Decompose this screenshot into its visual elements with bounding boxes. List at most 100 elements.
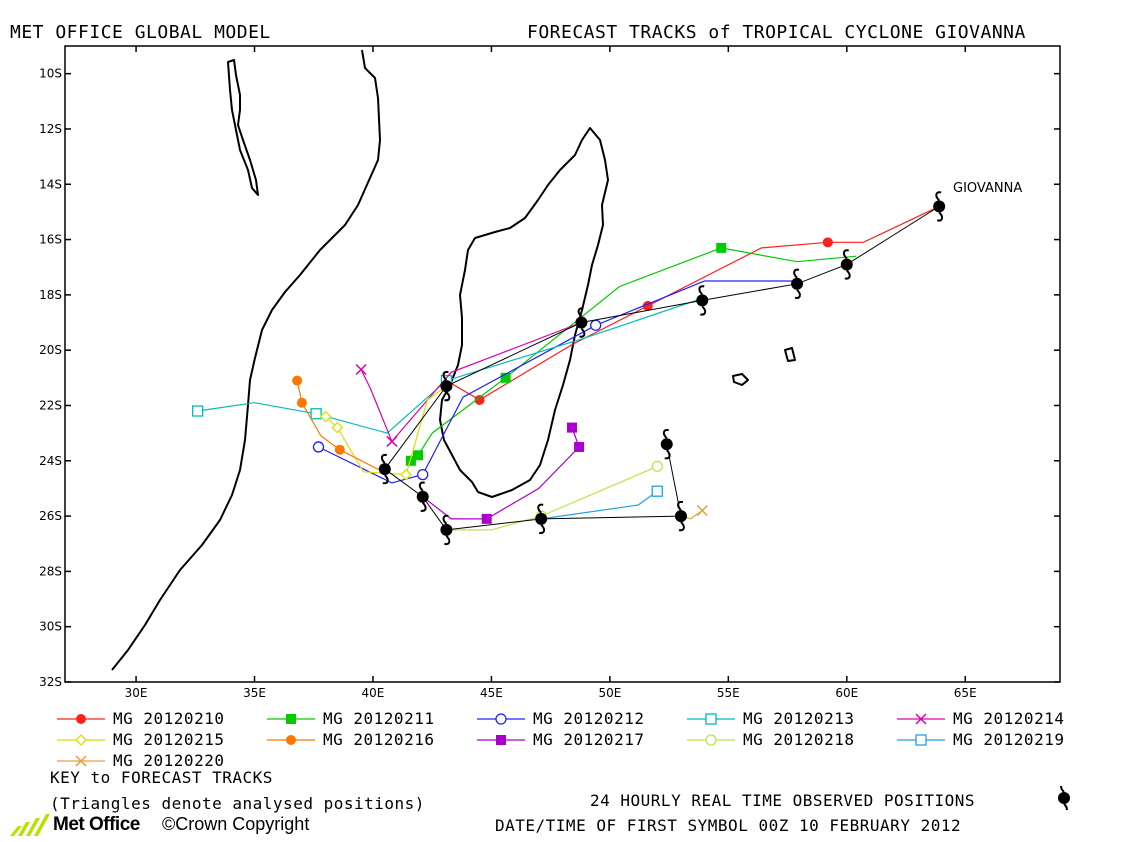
lat-tick-label: 18S: [39, 288, 62, 302]
track-line: [410, 247, 857, 462]
track-marker-open-square: [915, 734, 927, 746]
reunion-island: [732, 373, 749, 386]
track-marker-open-circle: [495, 713, 507, 725]
legend-item: MG 20120210: [55, 708, 260, 730]
forecast-tracks: [192, 205, 940, 531]
observed-track-tail: [446, 444, 682, 531]
legend-label: MG 20120218: [743, 730, 855, 749]
track-marker-diamond: [75, 734, 87, 746]
track-marker-square: [716, 242, 727, 253]
lat-tick-label: 22S: [39, 398, 62, 412]
header-left-title: MET OFFICE GLOBAL MODEL: [10, 22, 271, 43]
legend-symbol: [687, 713, 735, 725]
cyclone-symbol: [378, 453, 391, 485]
observed-positions: [378, 191, 946, 546]
legend-item: MG 20120218: [685, 729, 890, 751]
lon-tick-label: 35E: [243, 686, 266, 700]
cyclone-symbol: [791, 268, 804, 299]
observed-position-symbol: [1058, 786, 1070, 810]
track-marker-square: [566, 422, 577, 433]
track-marker-diamond: [400, 468, 413, 481]
track-marker-square: [405, 455, 416, 466]
legend-symbol: [57, 734, 105, 746]
legend-item: MG 20120216: [265, 729, 470, 751]
lon-tick-label: 45E: [480, 686, 503, 700]
track-marker-circle: [76, 714, 86, 724]
track-marker-square: [286, 714, 296, 724]
lat-tick-label: 26S: [39, 509, 62, 523]
track-marker-open-circle: [590, 319, 602, 331]
cyclone-symbol: [575, 307, 588, 338]
track-line: [422, 427, 580, 520]
legend-item: MG 20120219: [895, 729, 1100, 751]
legend-item: MG 20120215: [55, 729, 260, 751]
legend-item: MG 20120212: [475, 708, 680, 730]
track-marker-x: [696, 505, 708, 517]
africa-coastline: [111, 49, 381, 671]
track-marker-square: [574, 441, 585, 452]
track-line: [296, 380, 385, 470]
track-marker-open-circle: [651, 460, 663, 472]
cyclone-symbol: [535, 503, 548, 534]
lat-tick-label: 16S: [39, 233, 62, 247]
legend-label: MG 20120219: [953, 730, 1065, 749]
legend-symbol: [477, 713, 525, 725]
lon-tick-label: 55E: [717, 686, 740, 700]
lat-tick-label: 14S: [39, 177, 62, 191]
coastline: [111, 49, 796, 671]
track-marker-square: [496, 735, 506, 745]
key-note: (Triangles denote analysed positions): [50, 794, 425, 813]
lon-tick-label: 60E: [835, 686, 858, 700]
cyclone-symbol: [674, 500, 687, 532]
legend-symbol: [897, 713, 945, 725]
lat-tick-label: 24S: [39, 454, 62, 468]
met-office-logo-text: Met Office: [53, 814, 140, 835]
map-axes: 30E 35E 40E 45E 50E 55E 60E 65E 10S 12S 14S 16S 18S 2…: [39, 46, 1060, 700]
lon-tick-label: 40E: [362, 686, 385, 700]
legend-symbol: [897, 734, 945, 746]
lat-tick-label: 28S: [39, 564, 62, 578]
legend-label: MG 20120214: [953, 709, 1065, 728]
key-title: KEY to FORECAST TRACKS: [50, 768, 273, 787]
lon-tick-label: 65E: [954, 686, 977, 700]
header-right-title: FORECAST TRACKS of TROPICAL CYCLONE GIOV…: [527, 22, 1026, 43]
track-marker-open-circle: [312, 441, 325, 453]
legend-label: MG 20120210: [113, 709, 225, 728]
forecast-track: [441, 205, 940, 405]
cyclone-symbol: [933, 191, 946, 222]
cyclone-symbol: [660, 429, 673, 460]
legend-item: MG 20120213: [685, 708, 890, 730]
track-marker-circle: [334, 444, 345, 455]
legend-label: MG 20120217: [533, 730, 645, 749]
cyclone-track-map: 30E 35E 40E 45E 50E 55E 60E 65E 10S 12S 14S 16S 18S 2…: [39, 45, 1061, 700]
track-line: [446, 205, 940, 401]
map-frame: [64, 45, 1061, 683]
track-marker-circle: [474, 394, 485, 405]
legend-item: MG 20120211: [265, 708, 470, 730]
forecast-track: [355, 321, 582, 447]
legend-item: MG 20120217: [475, 729, 680, 751]
forecast-track: [405, 242, 857, 466]
first-symbol-date: DATE/TIME OF FIRST SYMBOL 00Z 10 FEBRUAR…: [495, 816, 962, 835]
track-marker-circle: [292, 375, 303, 386]
met-office-logo: Met Office: [8, 812, 168, 838]
legend-symbol: [267, 714, 315, 724]
legend-symbol: [477, 735, 525, 745]
met-office-logo-icon: [10, 814, 50, 836]
track-marker-diamond: [319, 410, 332, 423]
track-marker-x: [355, 363, 367, 376]
legend-label: MG 20120216: [323, 730, 435, 749]
cyclone-symbol: [416, 481, 429, 512]
legend-symbol: [57, 755, 105, 767]
cyclone-symbol: [840, 249, 853, 280]
legend-item: MG 20120220: [55, 750, 260, 772]
track-marker-open-square: [705, 713, 717, 725]
cyclone-symbol: [440, 370, 453, 402]
legend-symbol: [267, 735, 315, 745]
track-marker-open-square: [651, 485, 663, 497]
cyclone-symbol: [440, 514, 453, 546]
track-line: [318, 280, 800, 484]
track-marker-square: [481, 513, 492, 524]
copyright-text: ©Crown Copyright: [162, 814, 310, 834]
lake-malawi: [227, 59, 259, 196]
